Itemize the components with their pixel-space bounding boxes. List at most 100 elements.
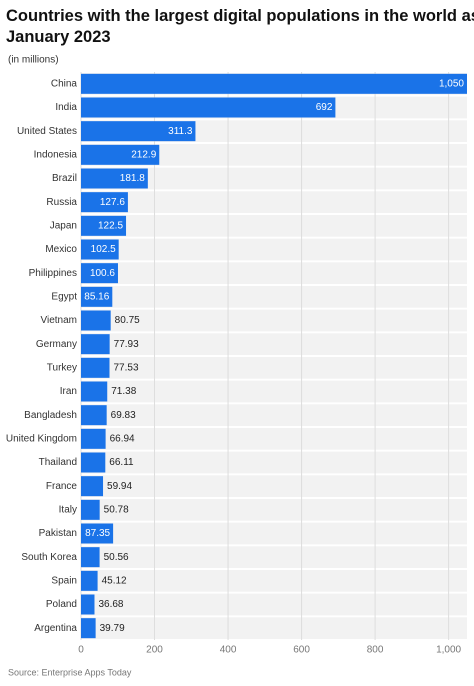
bar	[81, 452, 106, 473]
x-tick-label: 1,000	[436, 645, 461, 656]
bar	[81, 310, 111, 331]
bar	[81, 381, 108, 402]
bar	[81, 168, 148, 189]
value-label: 36.68	[98, 599, 123, 610]
value-label: 66.94	[110, 433, 135, 444]
row-background	[81, 215, 467, 237]
y-tick-label: United Kingdom	[6, 433, 77, 444]
value-label: 181.8	[120, 173, 145, 184]
bar	[81, 357, 110, 378]
y-tick-label: Turkey	[47, 362, 77, 373]
value-label: 1,050	[439, 78, 464, 89]
row-background	[81, 428, 467, 450]
title-line: January 2023	[6, 28, 111, 46]
value-label: 50.56	[104, 552, 129, 563]
value-label: 71.38	[111, 386, 136, 397]
value-label: 50.78	[104, 504, 129, 515]
y-tick-label: Russia	[46, 197, 77, 208]
value-label: 69.83	[111, 410, 136, 421]
y-tick-label: Thailand	[39, 457, 77, 468]
value-label: 66.11	[109, 457, 134, 468]
bar	[81, 215, 127, 236]
bar	[81, 594, 95, 615]
value-label: 39.79	[100, 623, 125, 634]
row-background	[81, 167, 467, 190]
row-background	[81, 380, 467, 403]
row-background	[81, 593, 467, 616]
value-label: 100.6	[90, 268, 115, 279]
bar	[81, 73, 467, 94]
row-background	[81, 262, 467, 284]
row-background	[81, 617, 467, 639]
row-background	[81, 144, 467, 166]
y-tick-label: Japan	[50, 220, 77, 231]
bar	[81, 499, 100, 520]
row-background	[81, 522, 467, 545]
bar	[81, 523, 114, 544]
bar	[81, 239, 119, 260]
value-label: 311.3	[168, 126, 193, 137]
y-tick-label: China	[51, 78, 78, 89]
row-background	[81, 238, 467, 261]
y-tick-label: Poland	[46, 599, 77, 610]
value-label: 80.75	[115, 315, 140, 326]
row-background	[81, 191, 467, 213]
value-label: 77.93	[114, 339, 139, 350]
y-tick-label: France	[46, 481, 78, 492]
y-tick-label: Pakistan	[39, 528, 77, 539]
y-tick-label: Bangladesh	[24, 410, 77, 421]
title-line: Countries with the largest digital popul…	[6, 7, 474, 25]
y-tick-label: Iran	[60, 386, 77, 397]
bar	[81, 286, 113, 307]
value-label: 122.5	[98, 220, 123, 231]
y-tick-label: India	[55, 102, 77, 113]
value-label: 127.6	[100, 197, 125, 208]
y-tick-label: Spain	[51, 575, 77, 586]
bar	[81, 547, 100, 568]
row-background	[81, 475, 467, 497]
row-background	[81, 546, 467, 568]
source: Source: Enterprise Apps Today	[8, 667, 132, 677]
y-tick-label: Mexico	[45, 244, 77, 255]
bar	[81, 144, 160, 165]
row-background	[81, 451, 467, 474]
value-label: 102.5	[91, 244, 116, 255]
x-tick-label: 800	[367, 645, 384, 656]
chart-subtitle: (in millions)	[8, 55, 59, 66]
value-label: 87.35	[85, 528, 110, 539]
y-tick-label: Argentina	[34, 623, 77, 634]
bar	[81, 570, 98, 591]
bar	[81, 334, 110, 355]
x-tick-label: 600	[293, 645, 310, 656]
value-label: 77.53	[114, 362, 139, 373]
row-background	[81, 333, 467, 355]
value-label: 692	[316, 102, 333, 113]
x-tick-label: 200	[146, 645, 163, 656]
y-tick-label: Egypt	[51, 291, 77, 302]
bar	[81, 618, 96, 639]
x-tick-label: 0	[78, 645, 84, 656]
y-tick-label: Philippines	[29, 268, 77, 279]
bar	[81, 121, 196, 142]
value-label: 85.16	[84, 291, 109, 302]
bar	[81, 428, 106, 449]
x-tick-label: 400	[220, 645, 237, 656]
row-background	[81, 570, 467, 592]
y-tick-label: Indonesia	[34, 149, 78, 160]
y-tick-label: Germany	[36, 339, 77, 350]
y-tick-label: Vietnam	[40, 315, 77, 326]
value-label: 212.9	[131, 149, 156, 160]
y-tick-label: Brazil	[52, 173, 77, 184]
value-label: 45.12	[102, 575, 127, 586]
value-label: 59.94	[107, 481, 132, 492]
row-background	[81, 286, 467, 308]
row-background	[81, 309, 467, 332]
y-tick-label: Italy	[59, 504, 77, 515]
row-background	[81, 499, 467, 521]
y-tick-label: United States	[17, 126, 77, 137]
bar	[81, 97, 336, 118]
bar	[81, 263, 118, 284]
bar	[81, 476, 104, 497]
bar	[81, 405, 107, 426]
